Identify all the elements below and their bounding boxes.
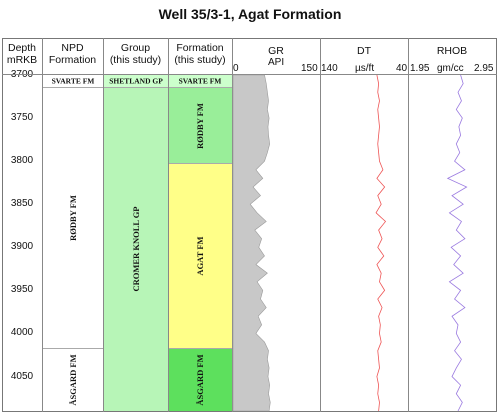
depth-tick-label: 4050 [10, 370, 34, 382]
chart-title: Well 35/3-1, Agat Formation [158, 6, 342, 22]
gr-curve-fill [232, 74, 271, 412]
log-frame [2, 38, 497, 412]
header-divider [2, 74, 497, 75]
depth-tick-label: 3800 [10, 155, 34, 167]
rhob-scale-max: 2.95 [474, 63, 494, 74]
rhob-curve [446, 74, 468, 412]
column-divider [408, 38, 409, 412]
formation-zone-agat [169, 163, 232, 349]
gr-scale-max: 150 [301, 63, 318, 74]
rhob-unit: gm/cc [437, 63, 464, 74]
npd-zone-svarte [43, 75, 103, 88]
column-divider [103, 38, 104, 412]
depth-tick-label: 3900 [10, 241, 34, 253]
rhob-header-line1: RHOB [436, 45, 468, 57]
formation-header-line1: Formation [176, 42, 224, 54]
depth-header-line2: mRKB [6, 54, 38, 66]
formation-zone-asgard [169, 348, 232, 411]
npd-label-svarte: SVARTE FM [51, 76, 95, 86]
depth-header-line1: Depth [7, 42, 37, 54]
dt-scale-max: 40 [396, 63, 408, 74]
group-header: Group (this study) [103, 42, 168, 66]
column-divider [320, 38, 321, 412]
dt-scale-min: 140 [321, 63, 338, 74]
depth-header: Depth mRKB [2, 42, 42, 66]
dt-header-line1: DT [357, 45, 371, 57]
gr-header: GR [232, 45, 320, 57]
npd-zone-asgard [43, 348, 103, 411]
npd-zone-rodby [43, 87, 103, 349]
group-zone-shetland [104, 75, 168, 88]
formation-zone-svarte [169, 75, 232, 88]
formation-header-line2: (this study) [174, 54, 226, 66]
gr-scale-min: 0 [233, 63, 239, 74]
group-zone-cromer-knoll [104, 87, 168, 411]
dt-unit: µs/ft [355, 63, 375, 74]
column-divider [168, 38, 169, 412]
npd-header-line2: Formation [48, 54, 97, 66]
column-divider [42, 38, 43, 412]
rhob-header: RHOB [408, 45, 496, 57]
formation-zone-rodby [169, 87, 232, 164]
formation-label-svarte: SVARTE FM [178, 76, 222, 86]
rhob-scale-min: 1.95 [410, 63, 430, 74]
group-label-shetland: SHETLAND GP [109, 76, 163, 86]
group-header-line2: (this study) [109, 54, 162, 66]
formation-header: Formation (this study) [168, 42, 232, 66]
group-header-line1: Group [120, 42, 151, 54]
depth-tick-label: 3850 [10, 198, 34, 210]
dt-header: DT [320, 45, 408, 57]
column-divider [232, 38, 233, 412]
npd-header: NPD Formation [42, 42, 103, 66]
gr-header-line1: GR [268, 45, 284, 57]
npd-header-line1: NPD [61, 42, 84, 54]
depth-tick-label: 3750 [10, 112, 34, 124]
depth-tick-label: 3950 [10, 284, 34, 296]
dt-curve [375, 74, 387, 412]
depth-tick-label: 4000 [10, 327, 34, 339]
gr-unit: API [268, 57, 285, 68]
